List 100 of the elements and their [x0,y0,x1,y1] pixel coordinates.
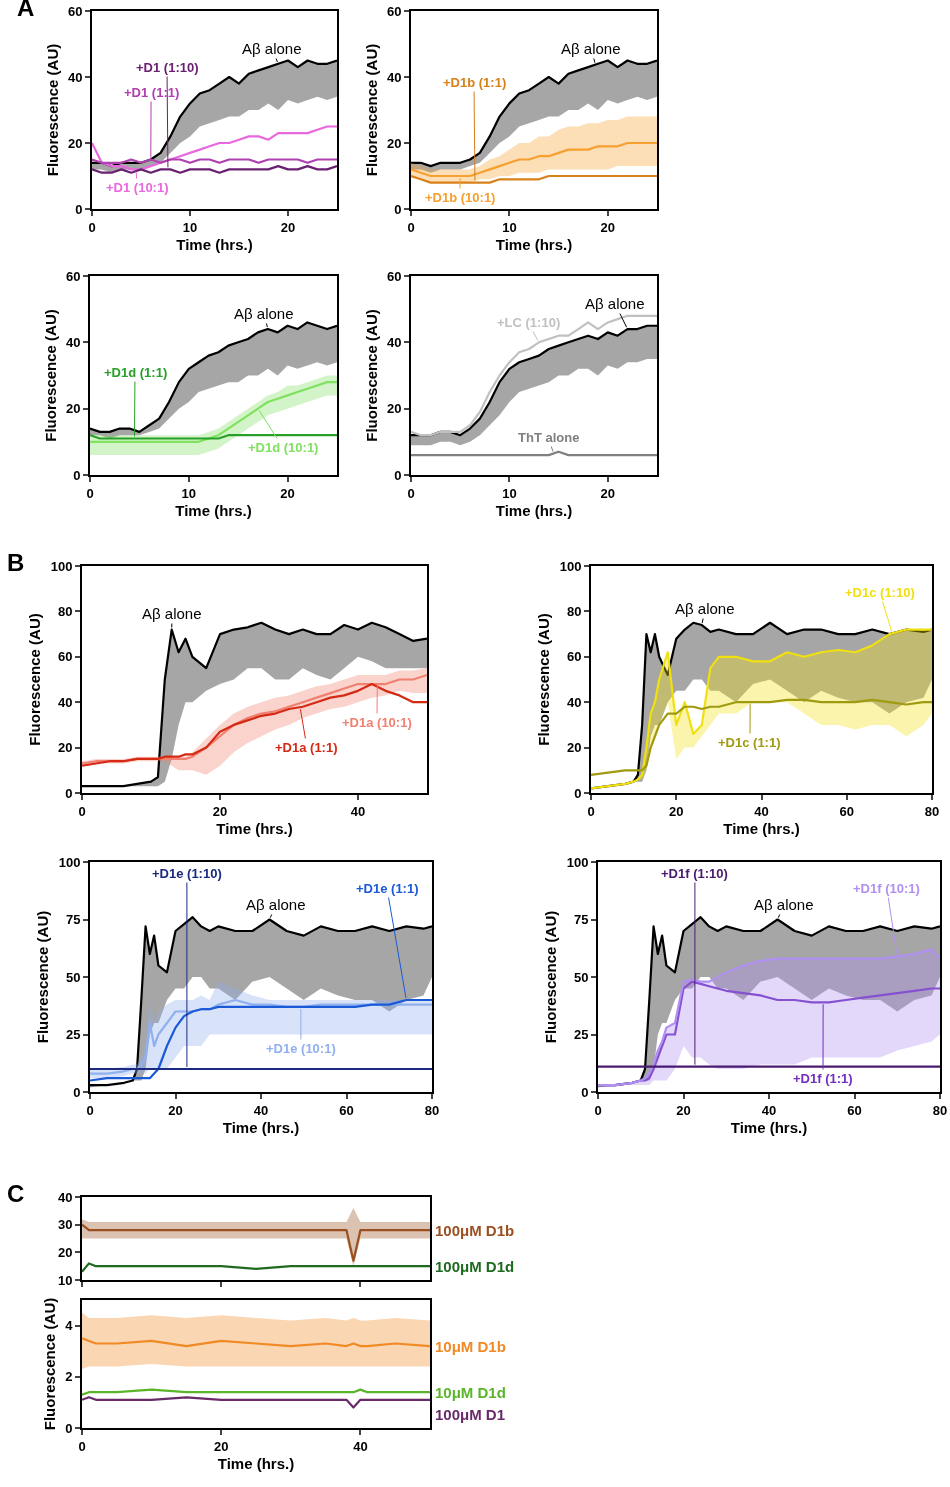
series-label: Aβ alone [585,295,645,312]
y-tick-label: 0 [75,201,83,217]
x-tick-label: 40 [353,1438,368,1454]
text: +D1a (1:1) [275,740,338,755]
series-label: +LC (1:10) [497,315,561,330]
y-tick-label: 80 [566,603,582,619]
y-tick-label: 50 [65,969,81,985]
chart-title: A [17,0,35,21]
x-tick-label: 80 [924,803,940,819]
series-label: ThT alone [518,430,580,445]
y-tick-label: 75 [573,912,589,928]
y-axis-title: Fluorescence (AU) [542,910,560,1044]
chart-title: B [7,548,25,576]
y-tick-label: 60 [57,649,73,665]
series-label: Aβ alone [234,305,294,322]
x-tick-label: 0 [86,1102,94,1118]
x-tick-label: 10 [182,219,198,235]
y-tick-label: 25 [573,1027,589,1043]
y-tick-label: 100 [58,854,81,870]
y-axis-title: Fluorescence (AU) [41,309,59,442]
x-axis-title: Time (hrs.) [217,1455,295,1473]
x-tick-label: 60 [839,803,854,819]
y-tick-label: 75 [65,912,81,928]
chart-title: C [7,1179,25,1207]
y-axis-title: Fluorescence (AU) [362,309,380,442]
y-tick-label: 2 [65,1369,73,1385]
x-axis-title: Time (hrs.) [176,236,253,254]
y-tick-label: 100 [559,558,582,574]
series-label: 100μM D1d [435,1258,515,1275]
y-tick-label: 40 [65,334,81,350]
x-tick-label: 20 [676,1102,691,1118]
y-tick-label: 4 [65,1318,74,1334]
series-label: 100μM D1b [435,1222,515,1239]
x-tick-label: 0 [594,1102,602,1118]
text: +D1f (1:10) [661,866,728,881]
y-tick-label: 20 [386,401,402,417]
x-tick-label: 0 [86,485,94,501]
x-axis-title: Time (hrs.) [495,502,573,520]
y-axis-title: Fluorescence (AU) [535,613,553,746]
line-series [82,1262,430,1273]
x-axis-title: Time (hrs.) [175,502,252,520]
y-axis-title: Fluorescence (AU) [362,43,380,177]
x-tick-label: 0 [407,219,415,235]
x-tick-label: 60 [847,1102,862,1118]
x-tick-label: 40 [350,803,366,819]
y-tick-label: 0 [574,785,582,801]
text: +D1d (1:1) [104,365,168,380]
x-tick-label: 80 [932,1102,948,1118]
series-label: Aβ alone [675,600,735,617]
y-tick-label: 60 [566,649,582,665]
text: +D1e (10:1) [266,1041,336,1056]
x-axis-title: Time (hrs.) [495,236,573,254]
text: +D1c (1:10) [845,585,915,600]
series-label: Aβ alone [142,605,202,622]
legend-label: +D1a (10:1) [342,715,412,730]
x-tick-label: 40 [761,1102,777,1118]
y-tick-label: 10 [57,1272,73,1288]
x-tick-label: 80 [424,1102,440,1118]
y-tick-label: 50 [573,969,589,985]
series-label: Aβ alone [242,40,302,57]
y-tick-label: 60 [67,3,83,19]
x-tick-label: 10 [502,485,517,501]
legend-label: +D1d (10:1) [248,440,319,455]
series-label: Aβ alone [561,40,621,57]
x-tick-label: 20 [212,803,228,819]
y-tick-label: 40 [566,694,582,710]
series-label: Aβ alone [246,896,306,913]
y-tick-label: 40 [386,334,402,350]
y-tick-label: 20 [67,135,83,151]
line-series [82,1337,430,1348]
y-tick-label: 40 [57,694,73,710]
x-tick-label: 20 [213,1438,229,1454]
y-tick-label: 0 [65,1420,73,1436]
y-tick-label: 100 [50,558,73,574]
x-axis-title: Time (hrs.) [216,820,293,838]
y-tick-label: 30 [57,1217,73,1233]
x-tick-label: 20 [600,219,616,235]
x-tick-label: 10 [181,485,197,501]
text: +D1e (1:1) [356,881,419,896]
x-tick-label: 40 [253,1102,269,1118]
y-tick-label: 100 [566,854,589,870]
series-label: 10μM D1b [435,1338,506,1355]
x-tick-label: 20 [168,1102,183,1118]
y-axis-title: Fluorescence (AU) [34,910,52,1044]
y-tick-label: 20 [65,401,81,417]
y-tick-label: 60 [386,268,402,284]
text: +D1e (1:10) [152,866,222,881]
series-label: 10μM D1d [435,1384,506,1401]
y-tick-label: 20 [566,740,582,756]
y-tick-label: 60 [386,3,402,19]
x-tick-label: 20 [280,219,296,235]
y-tick-label: 20 [57,740,73,756]
text: +D1 (1:10) [136,60,199,75]
y-tick-label: 0 [394,467,402,483]
legend-label: +D1 (10:1) [106,180,169,195]
text: +D1f (1:1) [793,1071,853,1086]
series-label: Aβ alone [754,896,814,913]
text: +D1c (1:1) [718,735,781,750]
y-tick-label: 0 [73,467,81,483]
x-axis-title: Time (hrs.) [222,1119,300,1137]
